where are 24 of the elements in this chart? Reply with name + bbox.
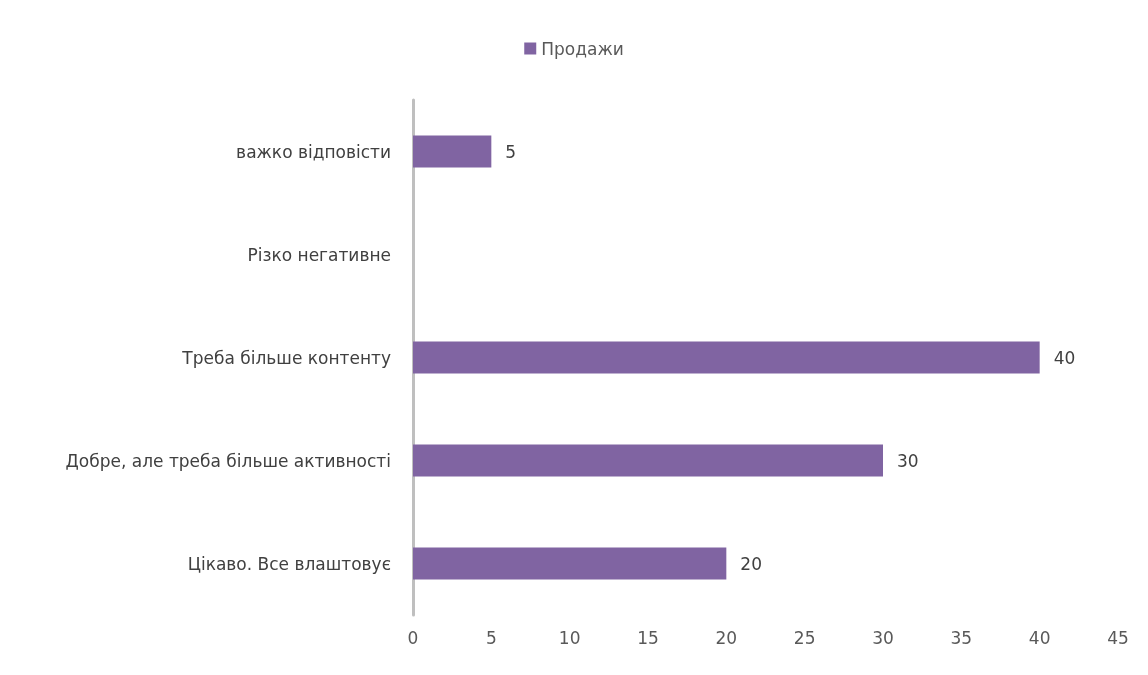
bar (413, 135, 492, 168)
x-tick-label: 10 (558, 627, 581, 648)
x-tick-label: 5 (485, 627, 497, 648)
data-label: 30 (897, 450, 919, 471)
bar (413, 547, 727, 580)
bar (413, 341, 1040, 374)
x-tick-label: 35 (950, 627, 973, 648)
y-tick-label: Добре, але треба більше активності (65, 450, 391, 471)
x-tick-label: 25 (793, 627, 816, 648)
data-label: 40 (1053, 347, 1076, 368)
y-tick-label: Цікаво. Все влаштовує (187, 553, 391, 574)
bar (413, 444, 883, 477)
x-tick-label: 45 (1107, 627, 1129, 648)
y-tick-label: важко відповісти (236, 141, 391, 162)
data-label: 5 (505, 141, 517, 162)
x-tick-label: 30 (872, 627, 894, 648)
y-tick-label: Треба більше контенту (181, 347, 391, 368)
x-tick-label: 0 (407, 627, 419, 648)
y-tick-label: Різко негативне (247, 244, 391, 265)
x-tick-label: 20 (715, 627, 738, 648)
x-tick-label: 15 (637, 627, 659, 648)
data-label: 20 (740, 553, 762, 574)
legend-label: Продажи (541, 38, 624, 59)
x-tick-label: 40 (1028, 627, 1051, 648)
